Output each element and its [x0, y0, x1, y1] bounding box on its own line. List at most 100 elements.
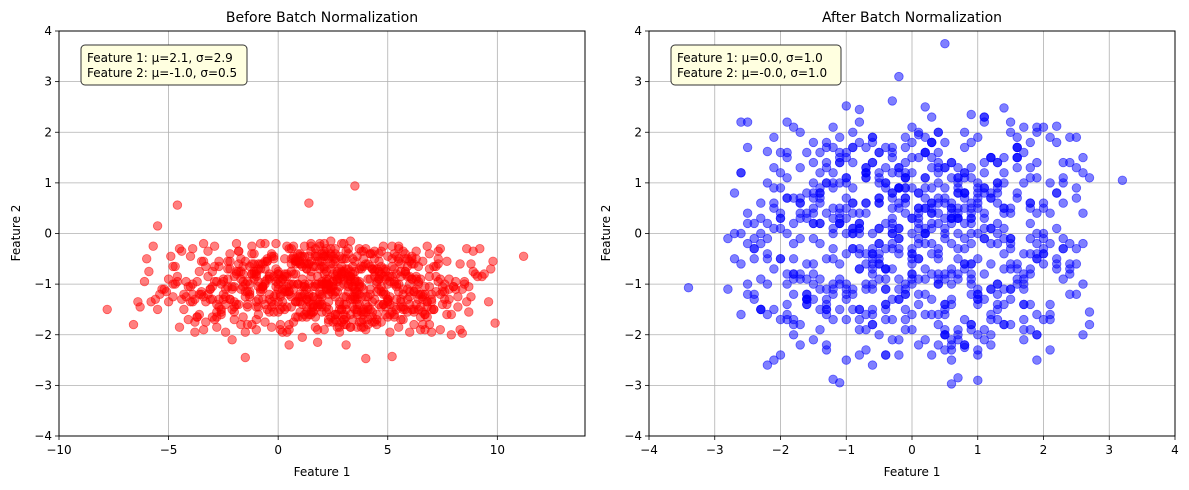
- data-point: [264, 269, 275, 279]
- data-point: [881, 243, 891, 254]
- data-point: [940, 223, 950, 234]
- data-point: [874, 330, 884, 340]
- data-point: [1051, 254, 1062, 264]
- data-point: [775, 254, 786, 264]
- data-point: [736, 309, 746, 320]
- data-point: [455, 259, 465, 269]
- data-point: [802, 289, 812, 300]
- x-tick-label: −5: [160, 443, 178, 457]
- data-point: [163, 297, 174, 307]
- data-point: [742, 218, 753, 229]
- data-point: [394, 279, 404, 289]
- y-tick-label: 3: [634, 75, 642, 89]
- data-point: [446, 330, 457, 340]
- data-point: [999, 264, 1009, 274]
- data-point: [821, 254, 832, 264]
- data-point: [887, 238, 898, 249]
- data-point: [1065, 238, 1075, 249]
- data-point: [788, 330, 799, 340]
- data-point: [900, 168, 911, 178]
- data-point: [920, 203, 930, 213]
- chart-before: Before Batch Normalization −10 −5 0 5 10−4−3…: [9, 10, 586, 479]
- data-point: [848, 157, 858, 168]
- data-point: [150, 294, 161, 305]
- data-point: [1038, 259, 1049, 269]
- data-point: [459, 279, 470, 289]
- data-point: [1045, 314, 1055, 325]
- data-point: [1019, 335, 1029, 345]
- data-point: [959, 314, 970, 325]
- data-point: [808, 259, 819, 269]
- data-point: [350, 276, 360, 287]
- data-point: [141, 254, 152, 264]
- data-point: [339, 299, 349, 310]
- data-point: [992, 279, 1003, 289]
- data-point: [1078, 330, 1088, 340]
- data-point: [310, 312, 321, 322]
- x-tick-label: 10: [490, 443, 505, 457]
- data-point: [992, 188, 1003, 198]
- data-point: [933, 309, 944, 320]
- data-point: [881, 350, 891, 360]
- data-point: [979, 233, 990, 244]
- x-tick-label: 4: [1171, 443, 1179, 457]
- data-point: [220, 327, 231, 337]
- data-point: [413, 304, 424, 315]
- data-point: [861, 284, 871, 294]
- data-point: [854, 249, 865, 259]
- data-point: [207, 266, 218, 277]
- data-point: [900, 304, 911, 315]
- data-point: [959, 259, 970, 269]
- data-point: [979, 213, 990, 224]
- data-point: [979, 117, 990, 127]
- data-point: [756, 228, 766, 239]
- data-point: [782, 279, 792, 289]
- data-point: [841, 193, 852, 203]
- data-point: [756, 274, 766, 284]
- data-point: [828, 168, 838, 178]
- data-point: [1025, 299, 1036, 310]
- data-point: [979, 294, 990, 305]
- data-point: [742, 279, 753, 289]
- data-point: [1025, 218, 1036, 229]
- data-point: [979, 188, 990, 198]
- data-point: [475, 243, 485, 254]
- data-point: [802, 188, 812, 198]
- data-point: [946, 379, 957, 389]
- x-axis-label: Feature 1: [294, 465, 351, 479]
- data-point: [365, 304, 375, 315]
- data-point: [429, 261, 439, 272]
- data-point: [841, 314, 852, 325]
- x-tick-label: −4: [640, 443, 658, 457]
- data-point: [464, 307, 474, 317]
- data-point: [927, 162, 937, 173]
- y-tick-label: 4: [634, 24, 642, 38]
- data-point: [1032, 254, 1042, 264]
- data-point: [176, 294, 187, 305]
- data-point: [376, 246, 386, 256]
- data-point: [282, 302, 292, 312]
- data-point: [205, 284, 215, 294]
- data-point: [835, 304, 845, 315]
- data-point: [966, 228, 976, 239]
- data-point: [1032, 238, 1042, 249]
- data-point: [894, 274, 904, 284]
- data-point: [788, 218, 799, 229]
- data-point: [940, 162, 950, 173]
- data-point: [1012, 142, 1022, 153]
- data-point: [808, 335, 819, 345]
- data-point: [920, 309, 930, 320]
- data-point: [979, 168, 990, 178]
- data-point: [1038, 228, 1049, 239]
- data-point: [1012, 188, 1022, 198]
- data-point: [1051, 137, 1062, 148]
- data-point: [946, 203, 957, 213]
- data-point: [920, 289, 930, 300]
- data-point: [762, 218, 773, 229]
- data-point: [749, 243, 759, 254]
- data-point: [966, 279, 976, 289]
- data-point: [887, 203, 898, 213]
- data-point: [302, 312, 312, 322]
- data-point: [192, 312, 202, 322]
- data-point: [742, 208, 753, 218]
